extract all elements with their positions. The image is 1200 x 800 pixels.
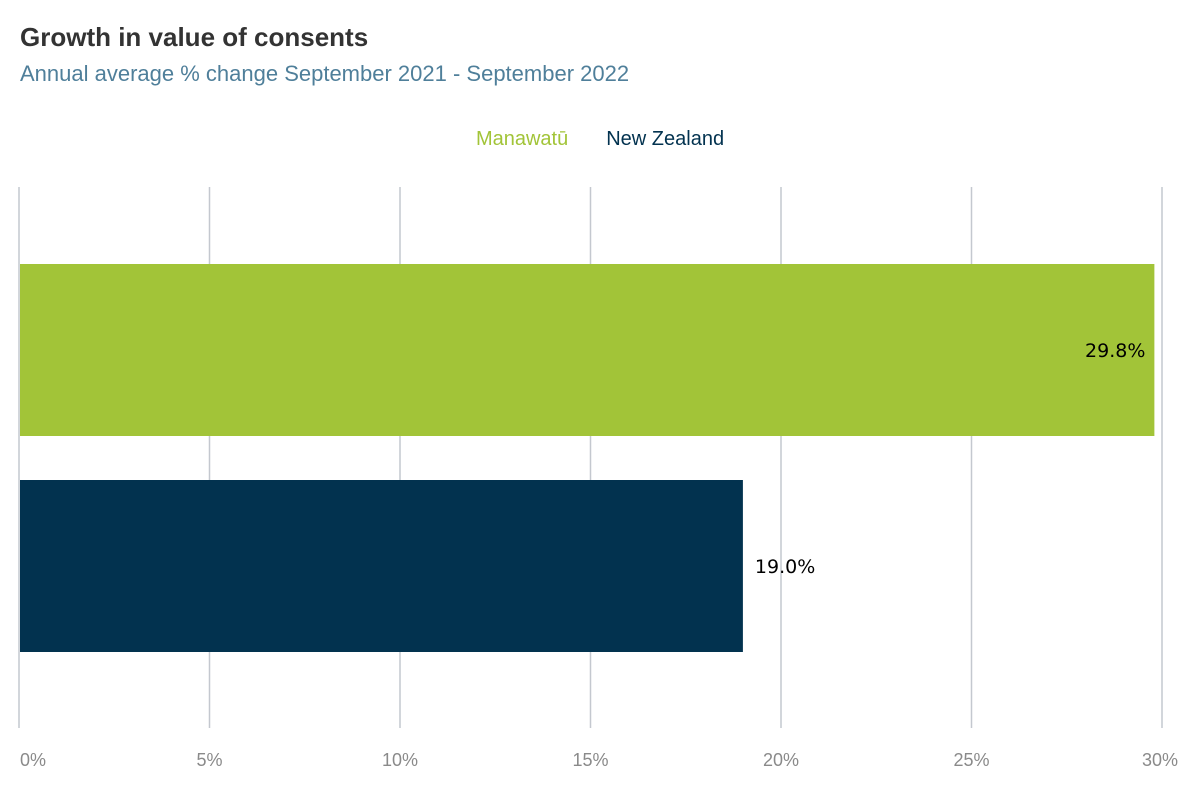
bar-manawatu [20,264,1155,436]
data-label: 19.0% [755,556,815,578]
chart-subtitle: Annual average % change September 2021 -… [20,61,630,86]
bar-new-zealand [20,480,743,652]
x-tick-label: 25% [953,750,989,770]
x-tick-label: 5% [196,750,222,770]
legend-item-new-zealand: New Zealand [606,128,725,150]
x-tick-label: 20% [763,750,799,770]
chart-title: Growth in value of consents [20,22,369,52]
data-label: 29.8% [1085,340,1145,362]
x-tick-label: 0% [20,750,46,770]
chart-legend: Manawatū New Zealand [0,128,1200,151]
x-axis-ticks: 0% 5% 10% 15% 20% 25% 30% [20,750,1178,770]
legend-item-manawatu: Manawatū [475,128,569,150]
x-tick-label: 30% [1142,750,1178,770]
data-labels: 29.8% 19.0% [755,340,1145,578]
x-tick-label: 15% [572,750,608,770]
bars [20,264,1155,652]
x-tick-label: 10% [382,750,418,770]
